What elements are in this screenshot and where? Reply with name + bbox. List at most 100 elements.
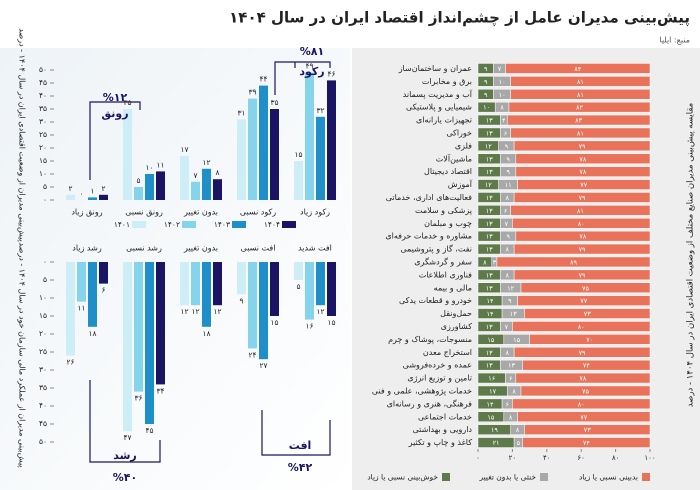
y-tick-label: ۲۵ [39, 130, 47, 139]
y-tick-label: ۲۵ [39, 347, 47, 356]
bar [88, 262, 97, 327]
bar [66, 262, 75, 356]
value-label: ۱۵ [487, 413, 494, 421]
bar [99, 262, 108, 284]
category-label: ماشین‌آلات [436, 153, 472, 163]
value-label: ۶ [505, 400, 509, 408]
category-label: چوب و مبلمان [424, 219, 472, 228]
value-label: ۸۰ [578, 220, 585, 228]
category-label: پزشکی و سلامت [415, 206, 472, 215]
value-label: ۳۲ [316, 106, 324, 115]
value-label: ۱۲ [507, 284, 514, 292]
value-label: ۷۷ [580, 181, 587, 189]
value-label: ۷ [498, 65, 502, 73]
y-tick-label: ۴۵ [39, 78, 47, 87]
value-label: ۱۵ [327, 318, 335, 327]
value-label: ۲۱ [493, 439, 500, 447]
category-label: حمل‌ونقل [440, 309, 472, 318]
legend-label: ۱۴۰۳ [214, 220, 230, 229]
legend-swatch [642, 473, 650, 481]
value-label: ۸۲ [576, 104, 583, 112]
value-label: ۶ [504, 129, 508, 137]
category-label: دارویی و بهداشتی [413, 425, 473, 434]
value-label: ۷۴ [583, 439, 590, 447]
legend-label: خنثی یا بدون تغییر [479, 473, 537, 482]
bar [145, 262, 154, 424]
value-label: ۱۲ [213, 307, 221, 316]
bar-segment [515, 230, 651, 242]
value-label: ۱۰ [145, 163, 153, 172]
legend-label: ۱۴۰۱ [114, 220, 130, 229]
category-label: تجهیزات یارانه‌ای [416, 116, 472, 125]
value-label: ۸۰ [578, 400, 585, 408]
category-label: خودرو و قطعات یدکی [399, 296, 472, 305]
value-label: ۲۶ [66, 358, 74, 367]
category-label: عمده و خرده‌فروشی [403, 361, 472, 370]
category-label: فناوری اطلاعات [419, 270, 472, 279]
y-tick-label: ۵۰ [39, 65, 47, 74]
category-label: استخراج معدن [423, 348, 472, 357]
y-tick-label: ۰ [43, 195, 47, 204]
axis-title: مقایسه پیش‌بینی مدیران صنایع مختلف از وض… [686, 103, 696, 407]
value-label: ۳۱ [237, 108, 245, 117]
bar [237, 262, 246, 295]
category-label: آب و مدیریت پسماند [403, 89, 473, 99]
x-tick-label: ۶۰ [577, 454, 585, 462]
bar [156, 171, 165, 200]
bar-segment [510, 127, 651, 139]
category-label: مشاوره و خدمات حرفه‌ای [385, 232, 472, 241]
value-label: ۹ [506, 155, 510, 163]
category-label: آموزش [448, 179, 473, 189]
value-label: ۱۵ [487, 336, 494, 344]
bar [213, 262, 222, 306]
legend-label: ۱۴۰۲ [164, 220, 180, 229]
category-label: بدون تغییر [183, 244, 218, 253]
value-label: ۸۱ [577, 78, 584, 86]
bar-segment [517, 179, 651, 190]
bar-segment [513, 269, 651, 281]
legend-label: بدبینی نسبی یا زیاد [579, 473, 638, 482]
value-label: ۱۸ [202, 329, 210, 338]
value-label: ۷۷ [580, 413, 587, 421]
value-label: ۲ [68, 184, 72, 193]
value-label: ۶ [509, 375, 513, 383]
bracket [274, 61, 331, 95]
bar-segment [515, 166, 651, 177]
y-tick-label: ۱۵ [39, 156, 47, 165]
bar [294, 161, 303, 200]
bar-segment [512, 218, 651, 229]
value-label: ۴۵ [145, 426, 153, 435]
value-label: ۱ [90, 186, 94, 195]
bar-segment [522, 437, 651, 448]
value-label: ۱۳ [486, 323, 493, 331]
legend-swatch [182, 221, 196, 228]
value-label: ۸۴ [574, 65, 581, 73]
value-label: ۳ [493, 258, 497, 266]
y-tick-label: ۱۰ [39, 169, 47, 178]
category-label: رکود نسبی [240, 208, 276, 217]
value-label: ۱۳ [486, 168, 493, 176]
value-label: ۸۱ [577, 91, 584, 99]
x-tick-label: ۰ [476, 454, 480, 462]
bar [259, 262, 268, 360]
value-label: ۱۲ [191, 307, 199, 316]
category-label: خدمات پژوهشی، علمی و فنی [372, 386, 472, 395]
value-label: ۸ [500, 104, 504, 112]
value-label: ۱۰ [499, 78, 506, 86]
bar [134, 187, 143, 200]
value-label: ۸ [505, 194, 509, 202]
value-label: ۹ [508, 297, 512, 305]
value-label: ۱۶ [488, 375, 495, 383]
value-label: ۲۷ [259, 361, 267, 370]
bar [123, 262, 132, 432]
y-tick-label: ۵۰ [39, 437, 47, 446]
value-label: ۱۲ [202, 158, 210, 167]
value-label: ۳۶ [134, 394, 142, 403]
value-label: ۷۹ [579, 349, 586, 357]
bar [316, 262, 325, 306]
annotation: رشد [113, 449, 137, 462]
y-tick-label: ۱۵ [39, 311, 47, 320]
bar [237, 119, 246, 200]
category-label: نفت، گاز و پتروشیمی [400, 244, 472, 254]
